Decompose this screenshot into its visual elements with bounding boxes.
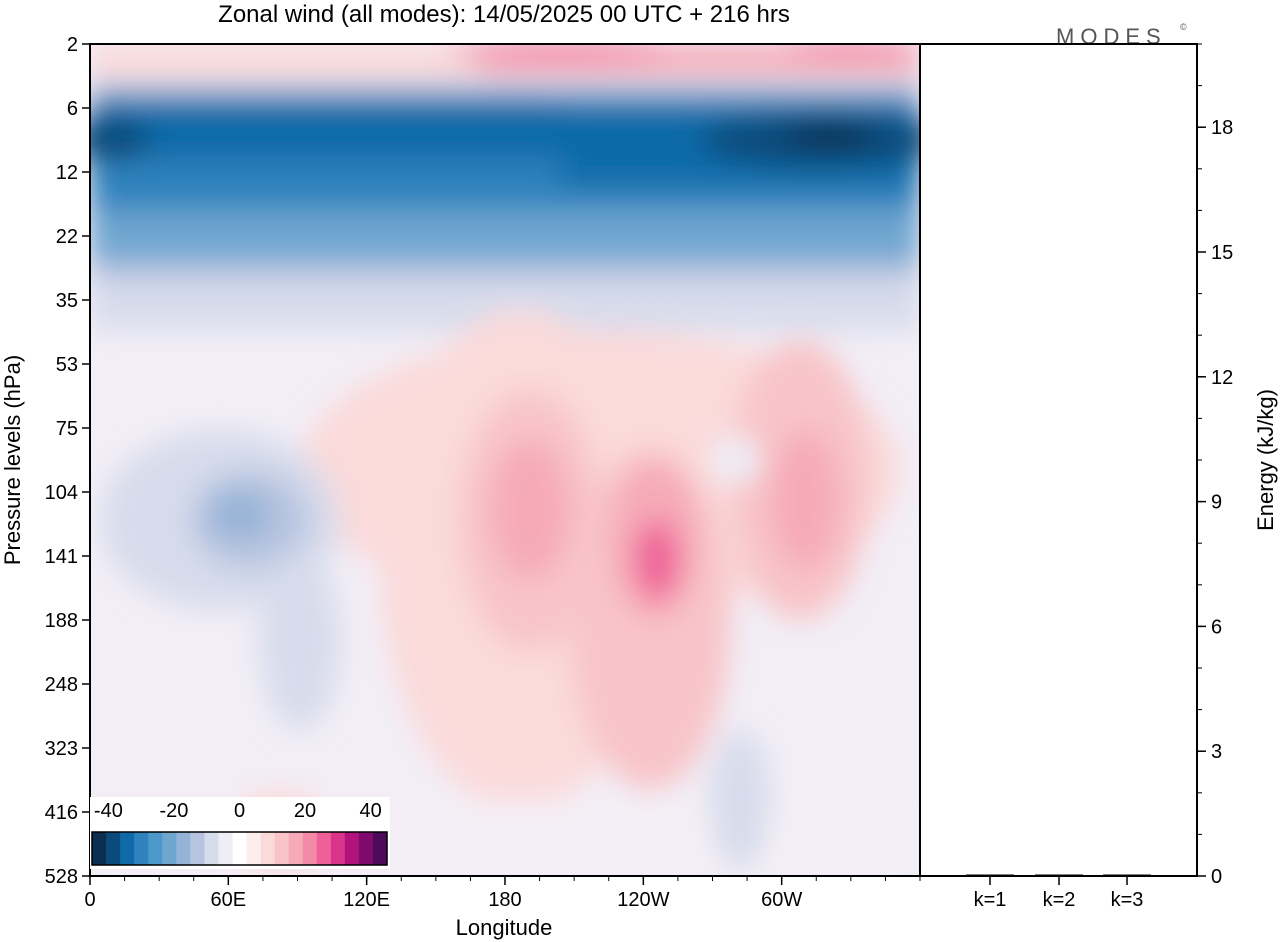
y-tick-label: 104 [45, 482, 78, 504]
colorbar-swatch [260, 832, 276, 865]
colorbar-label: 20 [294, 800, 316, 822]
colorbar-swatch [162, 832, 177, 865]
colorbar-label: 0 [234, 800, 245, 822]
y-tick-label: 528 [45, 866, 78, 888]
colorbar-swatch [176, 832, 191, 865]
colorbar-swatch [288, 832, 304, 865]
colorbar-swatch [372, 832, 388, 865]
colorbar-swatch [120, 832, 135, 865]
energy-category-label: k=1 [974, 889, 1007, 911]
colorbar-swatch [204, 832, 219, 865]
y-tick-label: 53 [56, 354, 78, 376]
x-tick-label: 60E [211, 889, 247, 911]
y-tick-label: 323 [45, 738, 78, 760]
colorbar-label: -20 [159, 800, 188, 822]
energy-category-label: k=2 [1043, 889, 1076, 911]
x-tick-label: 0 [84, 889, 95, 911]
colorbar-swatch [106, 832, 121, 865]
energy-tick-label: 3 [1211, 741, 1222, 763]
colorbar-swatch [134, 832, 149, 865]
energy-tick-label: 9 [1211, 492, 1222, 514]
y-tick-label: 188 [45, 610, 78, 632]
y-axis-title: Pressure levels (hPa) [0, 355, 25, 565]
y-tick-label: 22 [56, 226, 78, 248]
energy-panel-frame [919, 43, 1198, 877]
y-tick-label: 248 [45, 674, 78, 696]
y-tick-label: 12 [56, 162, 78, 184]
y-tick-label: 35 [56, 290, 78, 312]
colorbar-swatch [190, 832, 205, 865]
energy-tick-label: 15 [1211, 242, 1233, 264]
colorbar-swatch [232, 832, 248, 865]
y-tick-label: 2 [67, 34, 78, 56]
colorbar-labels: -40 -20 0 20 40 [94, 800, 382, 822]
energy-bars: k=1 k=2 k=3 [966, 874, 1151, 911]
energy-bar [1103, 874, 1151, 876]
energy-tick-label: 12 [1211, 367, 1233, 389]
colorbar-label: 40 [359, 800, 381, 822]
colorbar-label: -40 [94, 800, 123, 822]
colorbar: -40 -20 0 20 40 [90, 797, 390, 869]
colorbar-swatch [358, 832, 374, 865]
longitude-axis: 0 60E 120E 180 120W 60W [84, 876, 921, 911]
colorbar-swatches [92, 832, 388, 865]
y-tick-label: 6 [67, 98, 78, 120]
pressure-axis: 2 6 12 22 35 53 75 104 141 188 248 323 416 528 [45, 34, 90, 888]
chart-title: Zonal wind (all modes): 14/05/2025 00 UT… [218, 1, 790, 28]
x-tick-label: 120E [343, 889, 390, 911]
energy-bar [1035, 874, 1083, 876]
y-tick-label: 75 [56, 418, 78, 440]
energy-axis-title: Energy (kJ/kg) [1253, 389, 1278, 531]
energy-tick-label: 18 [1211, 117, 1233, 139]
x-tick-label: 60W [761, 889, 802, 911]
colorbar-swatch [330, 832, 346, 865]
energy-bar [966, 874, 1014, 876]
colorbar-swatch [302, 832, 318, 865]
brand-mark: © [1180, 22, 1187, 32]
energy-axis: 0 3 6 9 12 15 18 [1197, 43, 1233, 888]
colorbar-swatch [274, 832, 290, 865]
x-tick-label: 120W [617, 889, 669, 911]
x-tick-label: 180 [488, 889, 521, 911]
colorbar-swatch [92, 832, 107, 865]
energy-tick-label: 0 [1211, 866, 1222, 888]
x-axis-title: Longitude [456, 915, 553, 940]
energy-tick-label: 6 [1211, 616, 1222, 638]
energy-category-label: k=3 [1111, 889, 1144, 911]
colorbar-swatch [246, 832, 262, 865]
colorbar-swatch [344, 832, 360, 865]
colorbar-swatch [316, 832, 332, 865]
wind-field [90, 44, 920, 876]
y-tick-label: 141 [45, 546, 78, 568]
y-tick-label: 416 [45, 802, 78, 824]
colorbar-swatch [218, 832, 233, 865]
colorbar-swatch [148, 832, 163, 865]
